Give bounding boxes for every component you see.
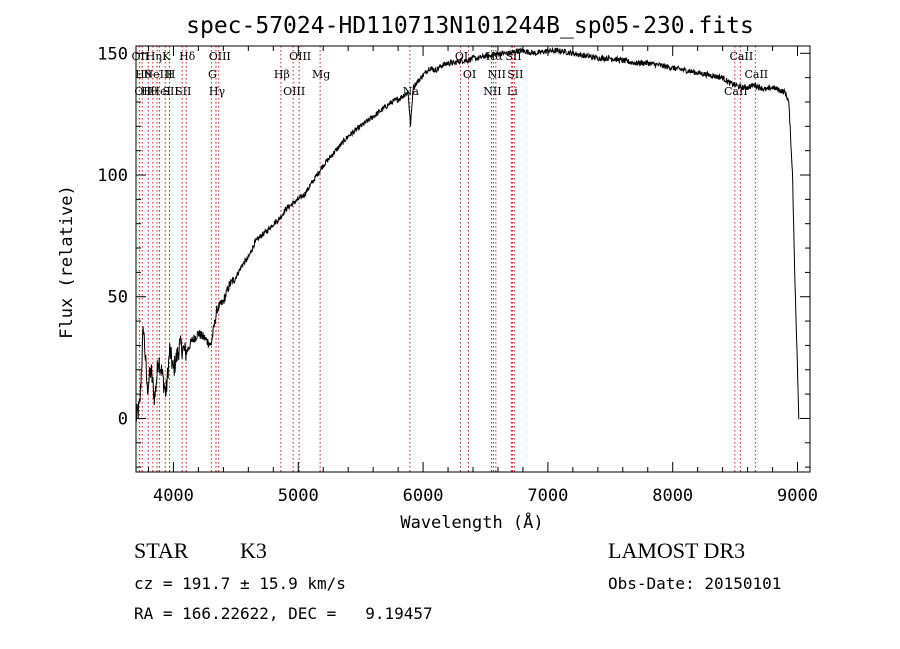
line-label: CaII: [744, 68, 768, 81]
line-label: Hγ: [209, 85, 226, 98]
line-label: Mg: [312, 68, 330, 81]
y-tick-label: 100: [97, 166, 128, 186]
plot-frame: [135, 45, 811, 473]
ra-dec: RA = 166.22622, DEC = 9.19457: [134, 604, 433, 623]
line-label: NII: [488, 68, 506, 81]
line-label: OII: [134, 85, 152, 98]
x-tick-label: 6000: [403, 486, 444, 506]
line-label: H: [166, 68, 176, 81]
line-label: K: [162, 50, 171, 63]
y-tick-label: 0: [118, 409, 128, 429]
line-label: HeI: [150, 85, 170, 98]
x-tick-label: 7000: [527, 486, 568, 506]
x-axis-ticks: 4000 5000 6000 7000 8000 9000: [147, 46, 818, 506]
line-label: OIII: [289, 50, 311, 63]
object-subclass: K3: [240, 538, 267, 563]
line-label: SII: [175, 85, 191, 98]
line-label: NeIII: [144, 68, 173, 81]
object-class: STAR: [134, 538, 189, 563]
emission-line-labels: OIIHθOIIHθHηNeIIIHeIKHSIISIIHδGHγOIIIHβO…: [132, 50, 769, 98]
line-label: OIII: [283, 85, 305, 98]
line-label: Li: [507, 85, 518, 98]
x-tick-label: 8000: [652, 486, 693, 506]
y-tick-label: 50: [108, 288, 128, 308]
emission-line-markers: [138, 46, 756, 472]
line-label: Hη: [146, 50, 162, 63]
line-label: G: [208, 68, 217, 81]
spectrum-line: [135, 46, 800, 422]
redshift-velocity: cz = 191.7 ± 15.9 km/s: [134, 574, 346, 593]
line-label: Hθ: [141, 85, 158, 98]
line-label: OIII: [209, 50, 231, 63]
line-label: SII: [507, 68, 523, 81]
line-label: SII: [162, 85, 178, 98]
line-label: Hβ: [274, 68, 290, 81]
x-axis-label: Wavelength (Å): [400, 511, 543, 533]
y-axis-label: Flux (relative): [57, 185, 77, 339]
observation-date: Obs-Date: 20150101: [608, 574, 782, 593]
chart-title: spec-57024-HD110713N101244B_sp05-230.fit…: [186, 13, 754, 39]
line-label: OI: [463, 68, 476, 81]
line-label: Hδ: [179, 50, 196, 63]
line-label: NII: [483, 85, 501, 98]
y-tick-label: 150: [97, 44, 128, 64]
y-axis-ticks: 0 50 100 150: [97, 44, 810, 468]
survey-name: LAMOST DR3: [608, 538, 746, 563]
line-label: CaII: [730, 50, 754, 63]
x-tick-label: 4000: [153, 486, 194, 506]
x-tick-label: 9000: [777, 486, 818, 506]
x-tick-label: 5000: [278, 486, 319, 506]
